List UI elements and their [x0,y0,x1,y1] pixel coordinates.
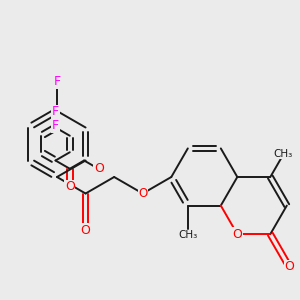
Text: O: O [94,162,104,175]
Text: F: F [53,75,61,88]
Text: O: O [284,260,294,273]
Text: CH₃: CH₃ [178,230,197,240]
Text: O: O [232,228,242,241]
Text: O: O [65,180,75,193]
Text: O: O [138,187,147,200]
Text: F: F [52,119,59,133]
Text: O: O [81,224,91,237]
Text: F: F [52,106,59,118]
Text: CH₃: CH₃ [274,149,293,159]
